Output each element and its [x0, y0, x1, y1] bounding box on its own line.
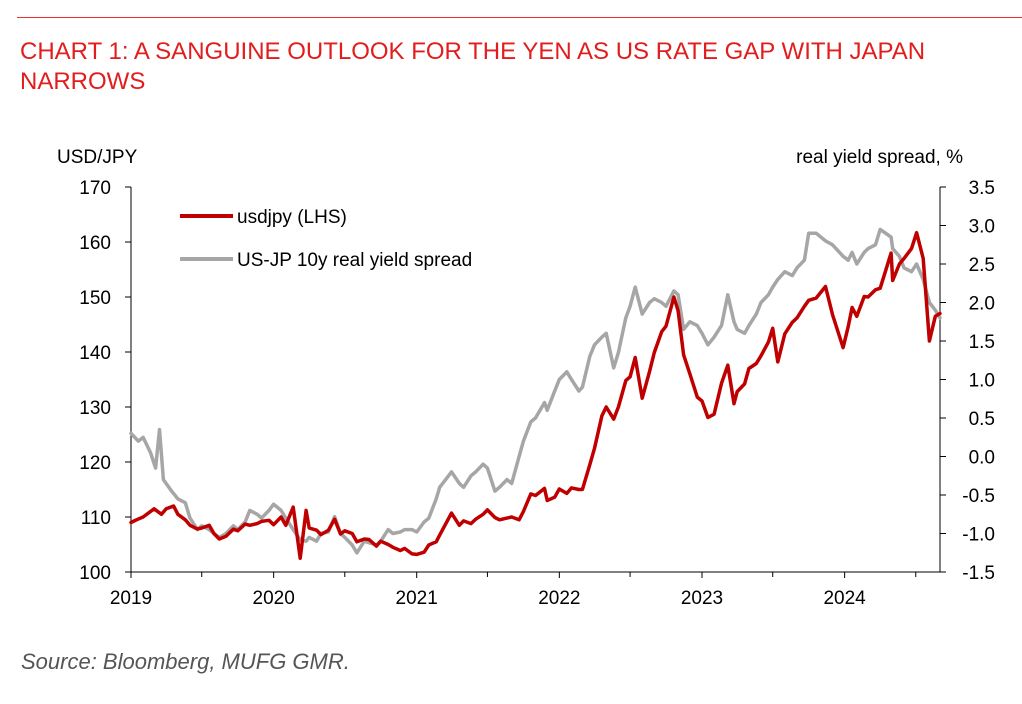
right-tick-label: 3.0 [969, 217, 995, 238]
left-tick-label: 120 [79, 453, 111, 474]
left-tick-label: 170 [79, 178, 111, 199]
left-axis-title: USD/JPY [57, 147, 138, 168]
left-tick-label: 140 [79, 343, 111, 364]
right-tick-label: 2.0 [969, 294, 995, 315]
series-layer [129, 227, 942, 561]
left-tick-label: 160 [79, 233, 111, 254]
x-tick-label: 2020 [253, 588, 295, 609]
right-tick-label: 1.5 [969, 332, 995, 353]
x-tick-label: 2023 [681, 588, 723, 609]
x-tick-label: 2021 [396, 588, 438, 609]
right-tick-label: 1.0 [969, 371, 995, 392]
right-tick-label: 2.5 [969, 255, 995, 276]
axes-layer: 100 110 120 130 140 150 160 170 -1.5 -1.0 -0.5 0.0 0… [57, 147, 995, 609]
right-axis-title: real yield spread, % [796, 147, 963, 168]
legend-real-yield-spread-label: US-JP 10y real yield spread [237, 250, 472, 271]
left-tick-label: 100 [79, 563, 111, 584]
chart-title: CHART 1: A SANGUINE OUTLOOK FOR THE YEN … [20, 38, 926, 95]
source-note: Source: Bloomberg, MUFG GMR. [21, 649, 350, 674]
right-tick-label: -0.5 [962, 486, 995, 507]
right-tick-label: -1.5 [962, 563, 995, 584]
x-tick-label: 2022 [538, 588, 580, 609]
right-tick-label: -1.0 [962, 525, 995, 546]
x-tick-label: 2019 [110, 588, 152, 609]
legend-layer: usdjpy (LHS) US-JP 10y real yield spread [180, 207, 472, 271]
left-tick-label: 110 [81, 508, 111, 529]
legend-usdjpy-label: usdjpy (LHS) [237, 207, 347, 228]
right-tick-label: 0.0 [969, 448, 995, 469]
right-tick-label: 3.5 [969, 178, 995, 199]
left-tick-label: 130 [79, 398, 111, 419]
right-tick-label: 0.5 [969, 409, 995, 430]
real-yield-spread-series-line [129, 227, 942, 555]
x-tick-label: 2024 [823, 588, 866, 609]
left-tick-label: 150 [79, 288, 111, 309]
top-rule [17, 17, 1022, 18]
usdjpy-series-line [129, 230, 942, 561]
